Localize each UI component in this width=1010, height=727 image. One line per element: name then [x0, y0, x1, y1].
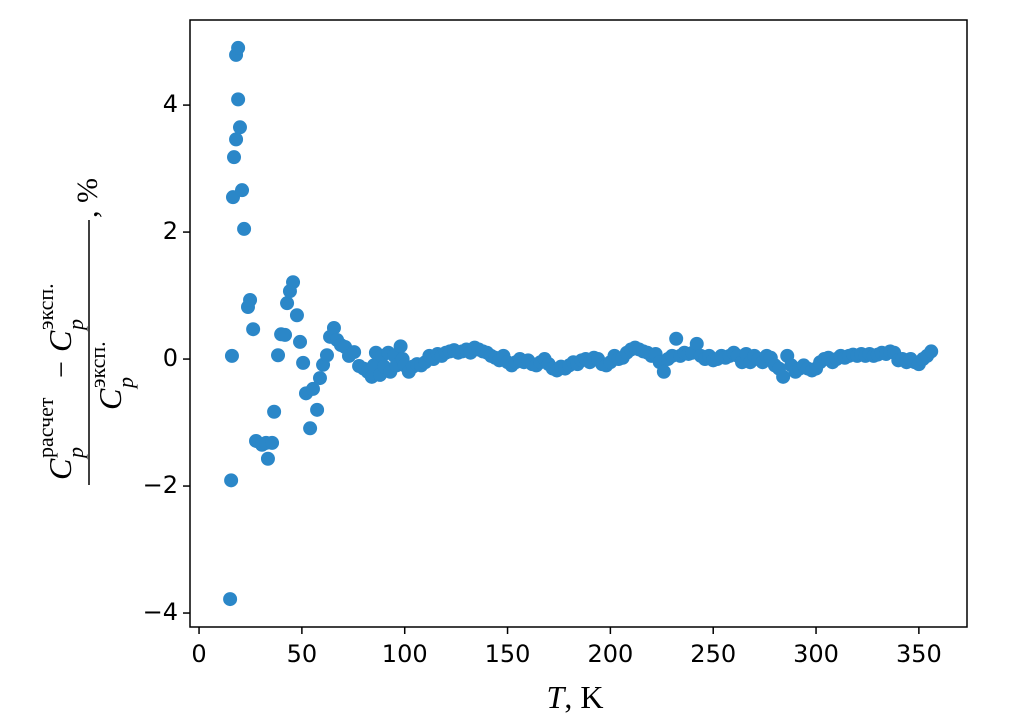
y-label-superscript: эксп. — [85, 341, 110, 388]
point — [235, 183, 250, 198]
marks — [223, 40, 939, 607]
y-label-superscript: расчет — [33, 397, 58, 458]
x-tick-label: 200 — [587, 640, 633, 668]
point — [231, 92, 246, 107]
point — [689, 336, 704, 351]
point — [243, 293, 258, 308]
point — [310, 402, 325, 417]
point — [237, 221, 252, 236]
point — [224, 348, 239, 363]
plot-frame — [189, 19, 968, 628]
point — [924, 344, 939, 359]
y-tick-label: 2 — [163, 217, 178, 245]
point — [303, 421, 318, 436]
y-label-superscript: эксп. — [33, 283, 58, 330]
y-label-subscript: p — [63, 447, 88, 460]
point — [319, 348, 334, 363]
point — [305, 381, 320, 396]
point — [286, 275, 301, 290]
point — [293, 334, 308, 349]
x-tick-label: 350 — [896, 640, 942, 668]
point — [260, 451, 275, 466]
y-label-symbol: C — [42, 458, 78, 480]
y-axis-label: C расчет p − C эксп. p C эксп. p , % — [33, 178, 138, 485]
y-label-symbol: C — [42, 330, 78, 352]
y-label-minus: − — [45, 361, 78, 378]
point — [223, 592, 238, 607]
x-axis-label: T, K — [547, 679, 604, 715]
x-tick-label: 150 — [485, 640, 531, 668]
x-tick-label: 250 — [690, 640, 736, 668]
x-tick-label: 100 — [382, 640, 428, 668]
point — [393, 339, 408, 354]
y-label-subscript: p — [113, 377, 138, 390]
point — [246, 322, 261, 337]
x-tick-label: 300 — [793, 640, 839, 668]
point — [227, 150, 242, 165]
point — [280, 296, 295, 311]
point — [224, 473, 239, 488]
point — [231, 40, 246, 55]
point — [776, 369, 791, 384]
point — [265, 435, 280, 450]
point — [656, 364, 671, 379]
point — [289, 308, 304, 323]
x-label-symbol: T — [547, 679, 567, 715]
y-label-unit: , % — [71, 178, 104, 218]
y-label-subscript: p — [63, 319, 88, 332]
point — [271, 348, 286, 363]
point — [278, 327, 293, 342]
point — [669, 331, 684, 346]
y-tick-label: −2 — [143, 471, 178, 499]
point — [232, 120, 247, 135]
point — [347, 345, 362, 360]
point — [229, 132, 244, 147]
x-tick-label: 50 — [287, 640, 318, 668]
x-label-unit: , K — [564, 679, 603, 715]
point — [296, 355, 311, 370]
y-label-symbol: C — [92, 388, 128, 410]
point — [326, 320, 341, 335]
x-tick-label: 0 — [191, 640, 206, 668]
point — [312, 371, 327, 386]
point — [267, 404, 282, 419]
y-tick-label: 4 — [163, 90, 178, 118]
y-tick-label: −4 — [143, 598, 178, 626]
y-tick-label: 0 — [163, 344, 178, 372]
